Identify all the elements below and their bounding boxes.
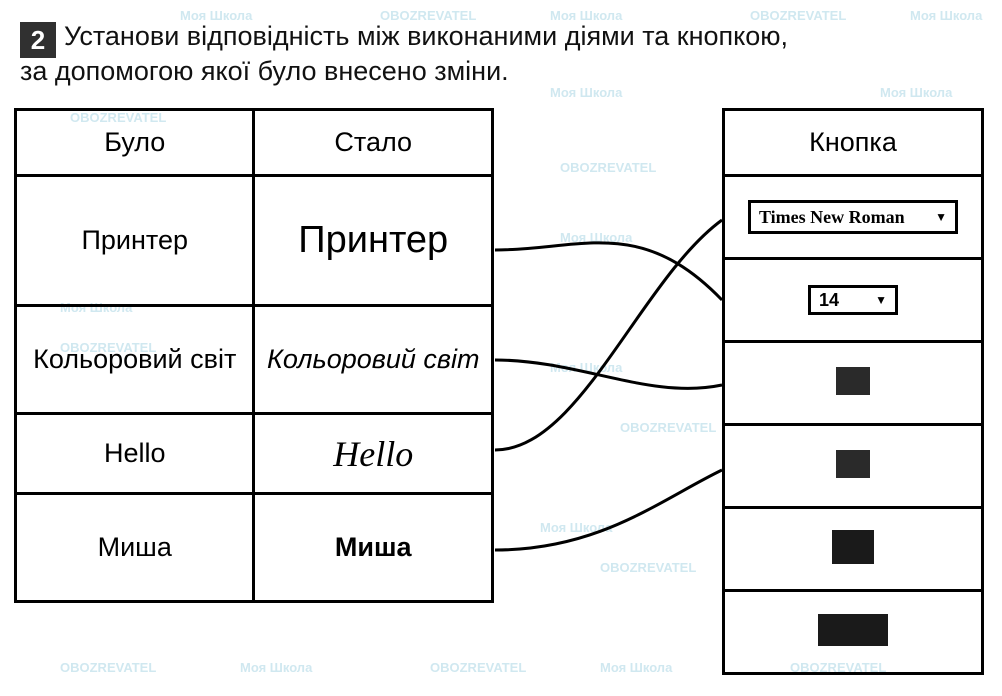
chevron-down-icon: ▼ bbox=[935, 210, 947, 225]
before-cell: Миша bbox=[98, 532, 172, 562]
table-row: Hello Hello bbox=[16, 414, 493, 494]
task-text-line1: Установи відповідність між виконаними ді… bbox=[64, 18, 982, 54]
table-row: Times New Roman ▼ bbox=[724, 176, 983, 259]
chevron-down-icon: ▼ bbox=[875, 293, 887, 307]
table-row bbox=[724, 508, 983, 591]
watermark-text: OBOZREVATEL bbox=[430, 660, 526, 675]
watermark-text: Моя Школа bbox=[550, 360, 622, 375]
table-row: Кольоровий світ Кольоровий світ bbox=[16, 306, 493, 414]
dropdown-label: Times New Roman bbox=[759, 207, 905, 228]
connector-line bbox=[495, 220, 722, 450]
watermark-text: OBOZREVATEL bbox=[620, 420, 716, 435]
before-after-table: Було Стало Принтер Принтер Кольоровий св… bbox=[14, 108, 494, 603]
watermark-text: Моя Школа bbox=[600, 660, 672, 675]
after-cell: Hello bbox=[333, 434, 413, 474]
after-cell: Миша bbox=[335, 532, 412, 562]
watermark-text: Моя Школа bbox=[880, 85, 952, 100]
watermark-text: Моя Школа bbox=[550, 85, 622, 100]
table-row bbox=[724, 591, 983, 674]
table-row: 14 ▼ bbox=[724, 259, 983, 342]
toolbar-button-icon[interactable] bbox=[832, 530, 874, 564]
header-before: Було bbox=[16, 110, 254, 176]
table-row bbox=[724, 425, 983, 508]
before-cell: Hello bbox=[104, 438, 166, 468]
table-row: Миша Миша bbox=[16, 494, 493, 602]
buttons-table: Кнопка Times New Roman ▼ 14 ▼ bbox=[722, 108, 984, 675]
after-cell: Кольоровий світ bbox=[267, 344, 480, 374]
task-number-badge: 2 bbox=[20, 22, 56, 58]
connector-line bbox=[495, 470, 722, 550]
watermark-text: Моя Школа bbox=[540, 520, 612, 535]
font-size-dropdown[interactable]: 14 ▼ bbox=[808, 285, 898, 315]
task-text-line2: за допомогою якої було внесено зміни. bbox=[20, 56, 509, 87]
watermark-text: Моя Школа bbox=[560, 230, 632, 245]
connector-line bbox=[495, 360, 722, 388]
header-button: Кнопка bbox=[724, 110, 983, 176]
toolbar-button-icon[interactable] bbox=[818, 614, 888, 646]
before-cell: Кольоровий світ bbox=[33, 344, 236, 374]
dropdown-label: 14 bbox=[819, 290, 839, 311]
table-row: Принтер Принтер bbox=[16, 176, 493, 306]
watermark-text: OBOZREVATEL bbox=[60, 660, 156, 675]
watermark-text: OBOZREVATEL bbox=[560, 160, 656, 175]
font-family-dropdown[interactable]: Times New Roman ▼ bbox=[748, 200, 958, 234]
table-row bbox=[724, 342, 983, 425]
watermark-text: OBOZREVATEL bbox=[600, 560, 696, 575]
after-cell: Принтер bbox=[298, 219, 448, 261]
toolbar-button-icon[interactable] bbox=[836, 450, 870, 478]
connector-line bbox=[495, 243, 722, 300]
watermark-text: Моя Школа bbox=[240, 660, 312, 675]
header-after: Стало bbox=[254, 110, 493, 176]
before-cell: Принтер bbox=[81, 225, 188, 255]
toolbar-button-icon[interactable] bbox=[836, 367, 870, 395]
